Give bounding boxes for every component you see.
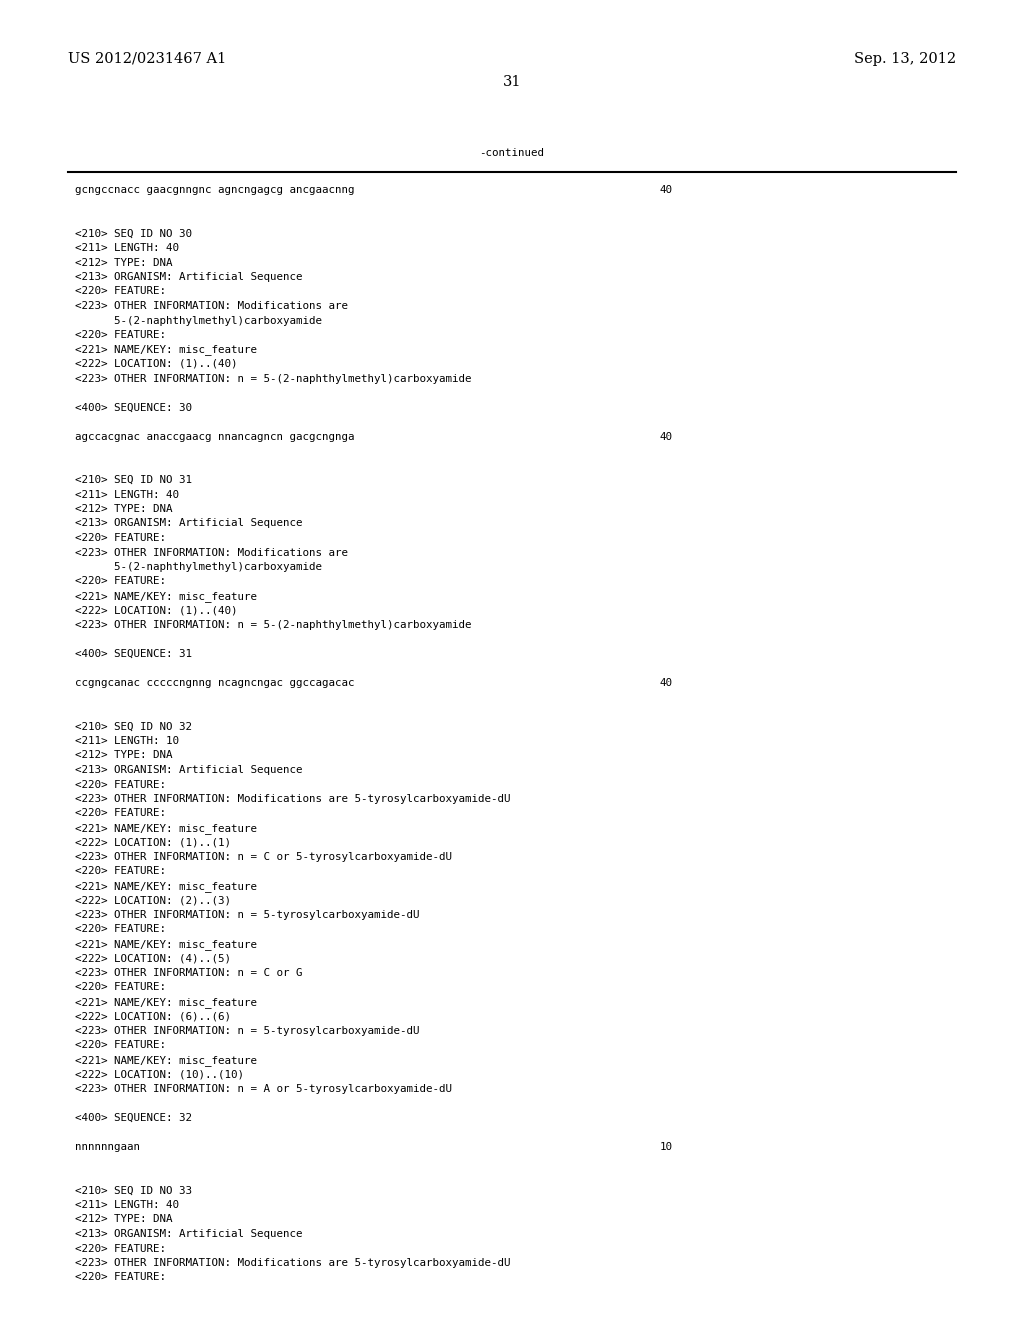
Text: <221> NAME/KEY: misc_feature: <221> NAME/KEY: misc_feature [75, 939, 257, 950]
Text: <210> SEQ ID NO 30: <210> SEQ ID NO 30 [75, 228, 193, 239]
Text: <223> OTHER INFORMATION: n = 5-tyrosylcarboxyamide-dU: <223> OTHER INFORMATION: n = 5-tyrosylca… [75, 1026, 420, 1036]
Text: <221> NAME/KEY: misc_feature: <221> NAME/KEY: misc_feature [75, 822, 257, 834]
Text: <400> SEQUENCE: 32: <400> SEQUENCE: 32 [75, 1113, 193, 1123]
Text: 40: 40 [660, 185, 673, 195]
Text: 40: 40 [660, 432, 673, 441]
Text: 5-(2-naphthylmethyl)carboxyamide: 5-(2-naphthylmethyl)carboxyamide [75, 562, 322, 572]
Text: 40: 40 [660, 678, 673, 688]
Text: 31: 31 [503, 75, 521, 88]
Text: <213> ORGANISM: Artificial Sequence: <213> ORGANISM: Artificial Sequence [75, 519, 302, 528]
Text: <222> LOCATION: (10)..(10): <222> LOCATION: (10)..(10) [75, 1069, 244, 1080]
Text: <211> LENGTH: 40: <211> LENGTH: 40 [75, 1200, 179, 1210]
Text: <220> FEATURE:: <220> FEATURE: [75, 1040, 166, 1051]
Text: 5-(2-naphthylmethyl)carboxyamide: 5-(2-naphthylmethyl)carboxyamide [75, 315, 322, 326]
Text: <213> ORGANISM: Artificial Sequence: <213> ORGANISM: Artificial Sequence [75, 272, 302, 282]
Text: Sep. 13, 2012: Sep. 13, 2012 [854, 51, 956, 66]
Text: <220> FEATURE:: <220> FEATURE: [75, 330, 166, 341]
Text: <211> LENGTH: 40: <211> LENGTH: 40 [75, 243, 179, 253]
Text: <211> LENGTH: 10: <211> LENGTH: 10 [75, 737, 179, 746]
Text: <220> FEATURE:: <220> FEATURE: [75, 533, 166, 543]
Text: <220> FEATURE:: <220> FEATURE: [75, 924, 166, 935]
Text: <212> TYPE: DNA: <212> TYPE: DNA [75, 504, 172, 513]
Text: <223> OTHER INFORMATION: n = 5-(2-naphthylmethyl)carboxyamide: <223> OTHER INFORMATION: n = 5-(2-naphth… [75, 620, 471, 630]
Text: <213> ORGANISM: Artificial Sequence: <213> ORGANISM: Artificial Sequence [75, 1229, 302, 1239]
Text: ccgngcanac cccccngnng ncagncngac ggccagacac: ccgngcanac cccccngnng ncagncngac ggccaga… [75, 678, 354, 688]
Text: <220> FEATURE:: <220> FEATURE: [75, 577, 166, 586]
Text: <221> NAME/KEY: misc_feature: <221> NAME/KEY: misc_feature [75, 345, 257, 355]
Text: <221> NAME/KEY: misc_feature: <221> NAME/KEY: misc_feature [75, 880, 257, 892]
Text: US 2012/0231467 A1: US 2012/0231467 A1 [68, 51, 226, 66]
Text: <213> ORGANISM: Artificial Sequence: <213> ORGANISM: Artificial Sequence [75, 766, 302, 775]
Text: agccacgnac anaccgaacg nnancagncn gacgcngnga: agccacgnac anaccgaacg nnancagncn gacgcng… [75, 432, 354, 441]
Text: <223> OTHER INFORMATION: n = C or 5-tyrosylcarboxyamide-dU: <223> OTHER INFORMATION: n = C or 5-tyro… [75, 851, 452, 862]
Text: <220> FEATURE:: <220> FEATURE: [75, 780, 166, 789]
Text: <223> OTHER INFORMATION: n = 5-tyrosylcarboxyamide-dU: <223> OTHER INFORMATION: n = 5-tyrosylca… [75, 909, 420, 920]
Text: nnnnnngaan: nnnnnngaan [75, 1142, 140, 1152]
Text: <220> FEATURE:: <220> FEATURE: [75, 982, 166, 993]
Text: <223> OTHER INFORMATION: n = A or 5-tyrosylcarboxyamide-dU: <223> OTHER INFORMATION: n = A or 5-tyro… [75, 1084, 452, 1094]
Text: <211> LENGTH: 40: <211> LENGTH: 40 [75, 490, 179, 499]
Text: <220> FEATURE:: <220> FEATURE: [75, 1272, 166, 1283]
Text: <400> SEQUENCE: 31: <400> SEQUENCE: 31 [75, 649, 193, 659]
Text: <220> FEATURE:: <220> FEATURE: [75, 866, 166, 876]
Text: <210> SEQ ID NO 33: <210> SEQ ID NO 33 [75, 1185, 193, 1196]
Text: <212> TYPE: DNA: <212> TYPE: DNA [75, 751, 172, 760]
Text: <210> SEQ ID NO 32: <210> SEQ ID NO 32 [75, 722, 193, 731]
Text: <221> NAME/KEY: misc_feature: <221> NAME/KEY: misc_feature [75, 591, 257, 602]
Text: -continued: -continued [479, 148, 545, 158]
Text: <400> SEQUENCE: 30: <400> SEQUENCE: 30 [75, 403, 193, 412]
Text: <220> FEATURE:: <220> FEATURE: [75, 808, 166, 818]
Text: <220> FEATURE:: <220> FEATURE: [75, 286, 166, 297]
Text: <221> NAME/KEY: misc_feature: <221> NAME/KEY: misc_feature [75, 997, 257, 1008]
Text: <212> TYPE: DNA: <212> TYPE: DNA [75, 257, 172, 268]
Text: <220> FEATURE:: <220> FEATURE: [75, 1243, 166, 1254]
Text: <223> OTHER INFORMATION: n = 5-(2-naphthylmethyl)carboxyamide: <223> OTHER INFORMATION: n = 5-(2-naphth… [75, 374, 471, 384]
Text: <222> LOCATION: (2)..(3): <222> LOCATION: (2)..(3) [75, 895, 231, 906]
Text: <223> OTHER INFORMATION: Modifications are 5-tyrosylcarboxyamide-dU: <223> OTHER INFORMATION: Modifications a… [75, 795, 511, 804]
Text: <221> NAME/KEY: misc_feature: <221> NAME/KEY: misc_feature [75, 1055, 257, 1067]
Text: <222> LOCATION: (1)..(40): <222> LOCATION: (1)..(40) [75, 359, 238, 370]
Text: <222> LOCATION: (6)..(6): <222> LOCATION: (6)..(6) [75, 1011, 231, 1022]
Text: 10: 10 [660, 1142, 673, 1152]
Text: <212> TYPE: DNA: <212> TYPE: DNA [75, 1214, 172, 1225]
Text: <223> OTHER INFORMATION: Modifications are: <223> OTHER INFORMATION: Modifications a… [75, 301, 348, 312]
Text: <223> OTHER INFORMATION: n = C or G: <223> OTHER INFORMATION: n = C or G [75, 968, 302, 978]
Text: <223> OTHER INFORMATION: Modifications are: <223> OTHER INFORMATION: Modifications a… [75, 548, 348, 557]
Text: <223> OTHER INFORMATION: Modifications are 5-tyrosylcarboxyamide-dU: <223> OTHER INFORMATION: Modifications a… [75, 1258, 511, 1269]
Text: <222> LOCATION: (1)..(1): <222> LOCATION: (1)..(1) [75, 837, 231, 847]
Text: <222> LOCATION: (4)..(5): <222> LOCATION: (4)..(5) [75, 953, 231, 964]
Text: <222> LOCATION: (1)..(40): <222> LOCATION: (1)..(40) [75, 606, 238, 615]
Text: gcngccnacc gaacgnngnc agncngagcg ancgaacnng: gcngccnacc gaacgnngnc agncngagcg ancgaac… [75, 185, 354, 195]
Text: <210> SEQ ID NO 31: <210> SEQ ID NO 31 [75, 475, 193, 484]
